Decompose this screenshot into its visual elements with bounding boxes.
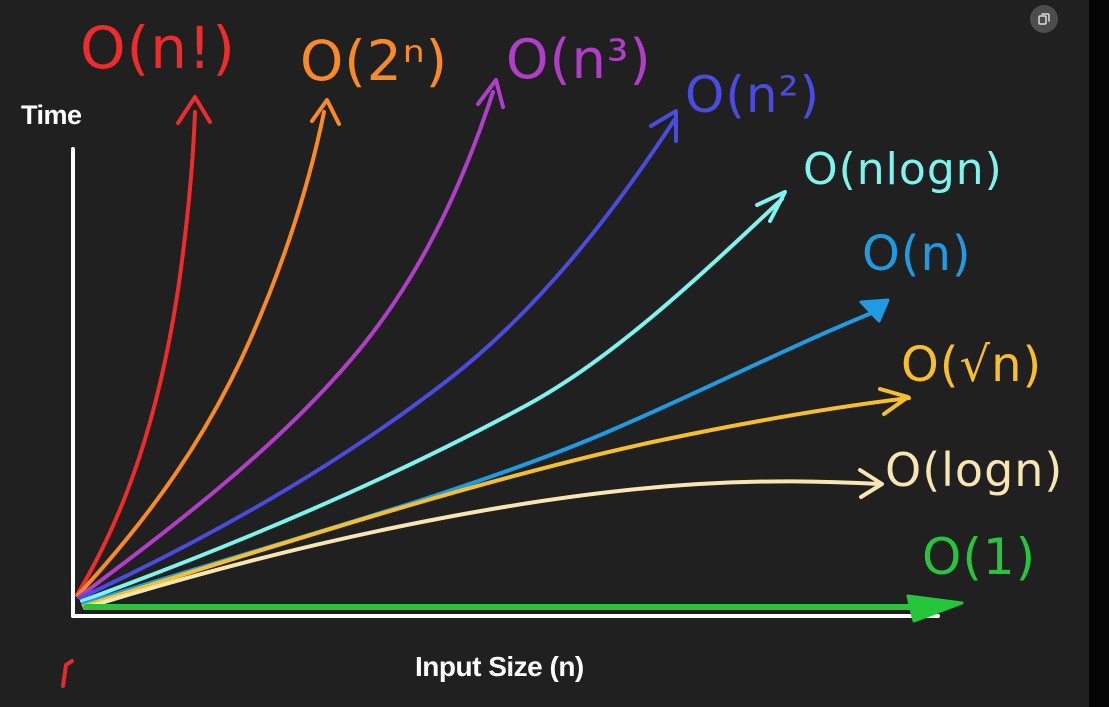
curve-o-n-label: O(n) — [862, 226, 972, 282]
curve-o-2-power-n-path — [76, 110, 326, 597]
curve-o-n-factorial-path — [75, 110, 197, 597]
copy-button[interactable] — [1030, 5, 1058, 33]
curve-o-1-label: O(1) — [922, 528, 1036, 586]
curve-o-log-n-label: O(logn) — [885, 443, 1063, 497]
curve-o-n-cubed-path — [77, 90, 495, 599]
axes: Time Input Size (n) — [21, 100, 940, 682]
curve-o-n-factorial: O(n!) — [75, 14, 236, 597]
curve-o-sqrt-n-label: O(√n) — [901, 337, 1042, 393]
curve-o-n-log-n: O(nlogn) — [80, 144, 1003, 603]
x-axis-title: Input Size (n) — [415, 651, 584, 682]
curve-o-sqrt-n-path — [82, 396, 911, 608]
curves: O(n!) O(2ⁿ) O(n³) O(n²) O(nlogn) O(n) — [75, 14, 1063, 623]
curve-o-n-log-n-label: O(nlogn) — [803, 144, 1003, 195]
curve-o-1-arrow — [906, 594, 964, 623]
curve-o-log-n-arrow — [858, 468, 884, 499]
curve-o-1: O(1) — [83, 528, 1036, 623]
curve-o-2-power-n-arrow — [310, 98, 341, 126]
small-red-mark — [61, 659, 74, 688]
curve-o-n-squared-arrow — [649, 109, 678, 143]
curve-o-n-log-n-path — [80, 197, 784, 603]
curve-o-n-squared: O(n²) — [78, 66, 820, 600]
curve-o-2-power-n: O(2ⁿ) — [76, 29, 448, 597]
side-strip — [1089, 0, 1109, 707]
curve-o-log-n: O(logn) — [83, 443, 1063, 610]
copy-icon — [1038, 13, 1050, 25]
curve-o-2-power-n-label: O(2ⁿ) — [300, 29, 448, 93]
curve-o-n-factorial-arrow — [176, 95, 212, 125]
small-red-mark-path — [61, 659, 74, 688]
curve-o-n-arrow — [859, 298, 890, 323]
curve-o-n-log-n-arrow — [755, 190, 787, 223]
curve-o-n-cubed-label: O(n³) — [506, 28, 652, 91]
curve-o-n-squared-label: O(n²) — [685, 66, 820, 124]
y-axis-title: Time — [21, 100, 82, 130]
curve-o-n-squared-path — [78, 117, 677, 600]
curve-o-n-cubed-arrow — [476, 78, 505, 109]
curve-o-n-factorial-label: O(n!) — [80, 14, 236, 82]
curve-o-sqrt-n: O(√n) — [82, 337, 1042, 608]
curve-o-sqrt-n-arrow — [878, 387, 910, 416]
curve-o-n-cubed: O(n³) — [77, 28, 652, 599]
curve-o-log-n-path — [83, 479, 881, 610]
